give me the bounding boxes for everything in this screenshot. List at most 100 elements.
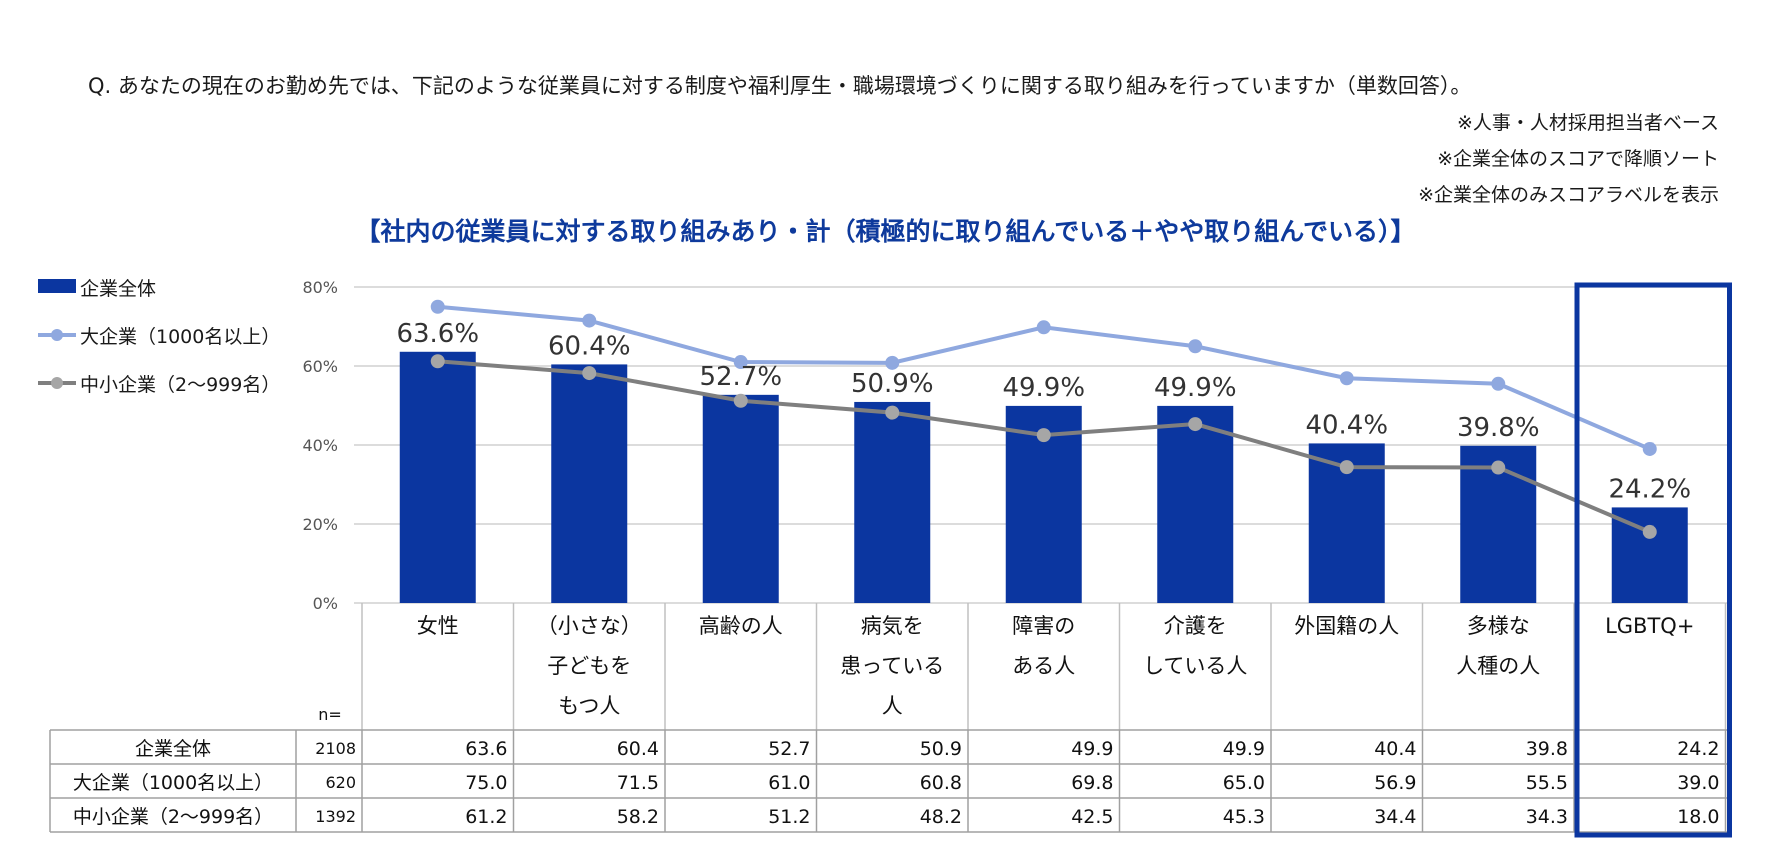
- line-point: [1491, 376, 1506, 391]
- table-cell: 65.0: [1223, 772, 1265, 794]
- bar: [399, 351, 476, 603]
- table-cell: 49.9: [1071, 738, 1113, 760]
- table-cell: 34.3: [1526, 806, 1568, 828]
- y-tick-label: 60%: [302, 357, 338, 376]
- table-cell: 55.5: [1526, 772, 1568, 794]
- category-label: 高齢の人: [699, 614, 783, 638]
- table-cell: 69.8: [1071, 772, 1113, 794]
- table-cell: 48.2: [920, 806, 962, 828]
- note-sort: ※企業全体のスコアで降順ソート: [1437, 148, 1719, 170]
- legend-swatch-all: [38, 279, 76, 293]
- note-base: ※人事・人材採用担当者ベース: [1457, 112, 1719, 134]
- line-point: [582, 366, 597, 381]
- line-point: [1491, 460, 1506, 475]
- bar: [702, 394, 779, 603]
- bar-value-label: 60.4%: [548, 331, 631, 361]
- table-row-label: 企業全体: [135, 738, 211, 760]
- table-cell: 45.3: [1223, 806, 1265, 828]
- line-point: [885, 405, 900, 420]
- table-row-label: 大企業（1000名以上）: [73, 772, 273, 794]
- y-tick-label: 0%: [313, 594, 338, 613]
- y-tick-label: 40%: [302, 436, 338, 455]
- bar: [1157, 405, 1234, 603]
- category-label: 人: [882, 694, 903, 718]
- category-label: 人種の人: [1456, 654, 1540, 678]
- legend-marker-large: [51, 329, 63, 341]
- category-label: 患っている: [840, 654, 944, 678]
- table-cell: 61.0: [768, 772, 810, 794]
- table-cell: 40.4: [1374, 738, 1416, 760]
- line-point: [1188, 417, 1203, 432]
- table-cell: 49.9: [1223, 738, 1265, 760]
- bar-value-label: 52.7%: [699, 362, 782, 392]
- table-cell: 61.2: [465, 806, 507, 828]
- legend-label-all: 企業全体: [80, 278, 157, 300]
- bar-value-label: 40.4%: [1305, 410, 1388, 440]
- line-point: [430, 299, 445, 314]
- line-point: [885, 355, 900, 370]
- category-label: （小さな）: [537, 614, 642, 638]
- table-cell: 60.4: [617, 738, 659, 760]
- line-point: [1642, 524, 1657, 539]
- table-cell: 51.2: [768, 806, 810, 828]
- line-point: [1642, 441, 1657, 456]
- bar-value-label: 49.9%: [1154, 373, 1237, 403]
- line-point: [1036, 428, 1051, 443]
- table-cell: 71.5: [617, 772, 659, 794]
- table-cell: 50.9: [920, 738, 962, 760]
- table-row-label: 中小企業（2〜999名）: [73, 806, 273, 828]
- line-point: [733, 355, 748, 370]
- bar-value-label: 50.9%: [851, 369, 934, 399]
- line-point: [1339, 371, 1354, 386]
- table-cell: 75.0: [465, 772, 507, 794]
- table-cell: 56.9: [1374, 772, 1416, 794]
- category-label: 外国籍の人: [1294, 614, 1399, 638]
- legend-label-small: 中小企業（2〜999名）: [80, 374, 281, 396]
- legend-label-large: 大企業（1000名以上）: [80, 326, 281, 348]
- chart-title: 【社内の従業員に対する取り組みあり・計（積極的に取り組んでいる＋やや取り組んでい…: [355, 217, 1416, 246]
- category-label: LGBTQ+: [1605, 614, 1694, 638]
- legend-marker-small: [51, 377, 63, 389]
- table-cell: 39.0: [1677, 772, 1719, 794]
- category-label: ある人: [1012, 654, 1075, 678]
- category-label: 女性: [417, 614, 459, 638]
- table-cell: 24.2: [1677, 738, 1719, 760]
- note-label: ※企業全体のみスコアラベルを表示: [1418, 184, 1719, 206]
- line-point: [1036, 320, 1051, 335]
- line-point: [733, 393, 748, 408]
- bar: [1611, 507, 1688, 603]
- table-n-cell: 2108: [315, 739, 356, 758]
- table-n-cell: 620: [325, 773, 356, 792]
- y-tick-label: 80%: [302, 278, 338, 297]
- category-label: 病気を: [861, 614, 924, 638]
- bar: [854, 401, 931, 603]
- n-label: n=: [318, 705, 342, 724]
- line-point: [430, 354, 445, 369]
- question-text: Q. あなたの現在のお勤め先では、下記のような従業員に対する制度や福利厚生・職場…: [88, 74, 1472, 98]
- table-cell: 18.0: [1677, 806, 1719, 828]
- category-label: している人: [1143, 654, 1247, 678]
- category-label: 子どもを: [547, 654, 631, 678]
- bar-value-label: 63.6%: [396, 319, 479, 349]
- table-cell: 63.6: [465, 738, 507, 760]
- bar-value-label: 49.9%: [1002, 373, 1085, 403]
- line-point: [582, 313, 597, 328]
- bar: [551, 364, 628, 603]
- table-cell: 34.4: [1374, 806, 1416, 828]
- y-tick-label: 20%: [302, 515, 338, 534]
- table-n-cell: 1392: [315, 807, 356, 826]
- table-cell: 39.8: [1526, 738, 1568, 760]
- line-point: [1188, 339, 1203, 354]
- bar-value-label: 24.2%: [1608, 474, 1691, 504]
- category-label: もつ人: [558, 694, 620, 718]
- table-cell: 42.5: [1071, 806, 1113, 828]
- table-cell: 60.8: [920, 772, 962, 794]
- category-label: 多様な: [1467, 614, 1530, 638]
- category-label: 障害の: [1012, 614, 1075, 638]
- category-label: 介護を: [1164, 614, 1227, 638]
- bar-value-label: 39.8%: [1457, 413, 1540, 443]
- highlight-box: [1574, 282, 1732, 838]
- table-cell: 58.2: [617, 806, 659, 828]
- line-point: [1339, 460, 1354, 475]
